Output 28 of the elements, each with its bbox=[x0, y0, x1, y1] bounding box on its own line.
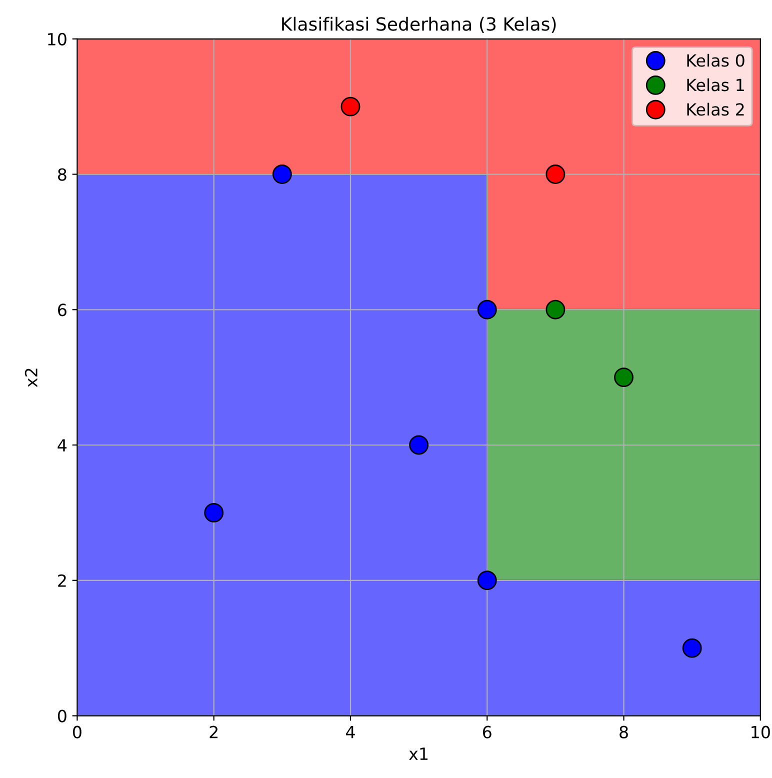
y-tick-label: 4 bbox=[58, 439, 67, 452]
x-tick-label: 8 bbox=[620, 726, 628, 738]
point bbox=[204, 502, 224, 522]
y-tick-label: 10 bbox=[48, 32, 66, 46]
point bbox=[477, 300, 497, 320]
x-tick-label: 6 bbox=[482, 726, 492, 738]
point bbox=[682, 638, 702, 658]
legend-label: Kelas 1 bbox=[687, 78, 744, 92]
y-tick-label: 8 bbox=[58, 168, 66, 181]
point bbox=[614, 368, 634, 388]
point bbox=[546, 164, 566, 184]
legend-label: Kelas 2 bbox=[687, 102, 744, 116]
x-tick-label: 0 bbox=[72, 726, 82, 738]
chart-title: Klasifikasi Sederhana (3 Kelas) bbox=[282, 16, 556, 33]
x-tick-label: 2 bbox=[210, 726, 218, 738]
legend-label: Kelas 0 bbox=[687, 54, 744, 67]
x-tick-label: 4 bbox=[346, 726, 355, 738]
y-tick-label: 6 bbox=[58, 304, 66, 316]
point bbox=[272, 164, 292, 184]
y-tick-label: 0 bbox=[58, 710, 66, 722]
point bbox=[409, 435, 429, 455]
point bbox=[340, 96, 360, 116]
y-axis-title: x2 bbox=[24, 368, 38, 388]
point bbox=[546, 300, 566, 320]
x-tick-label: 10 bbox=[752, 726, 770, 738]
x-axis-title: x1 bbox=[409, 748, 428, 760]
y-tick-label: 2 bbox=[58, 574, 66, 587]
point bbox=[477, 570, 497, 590]
